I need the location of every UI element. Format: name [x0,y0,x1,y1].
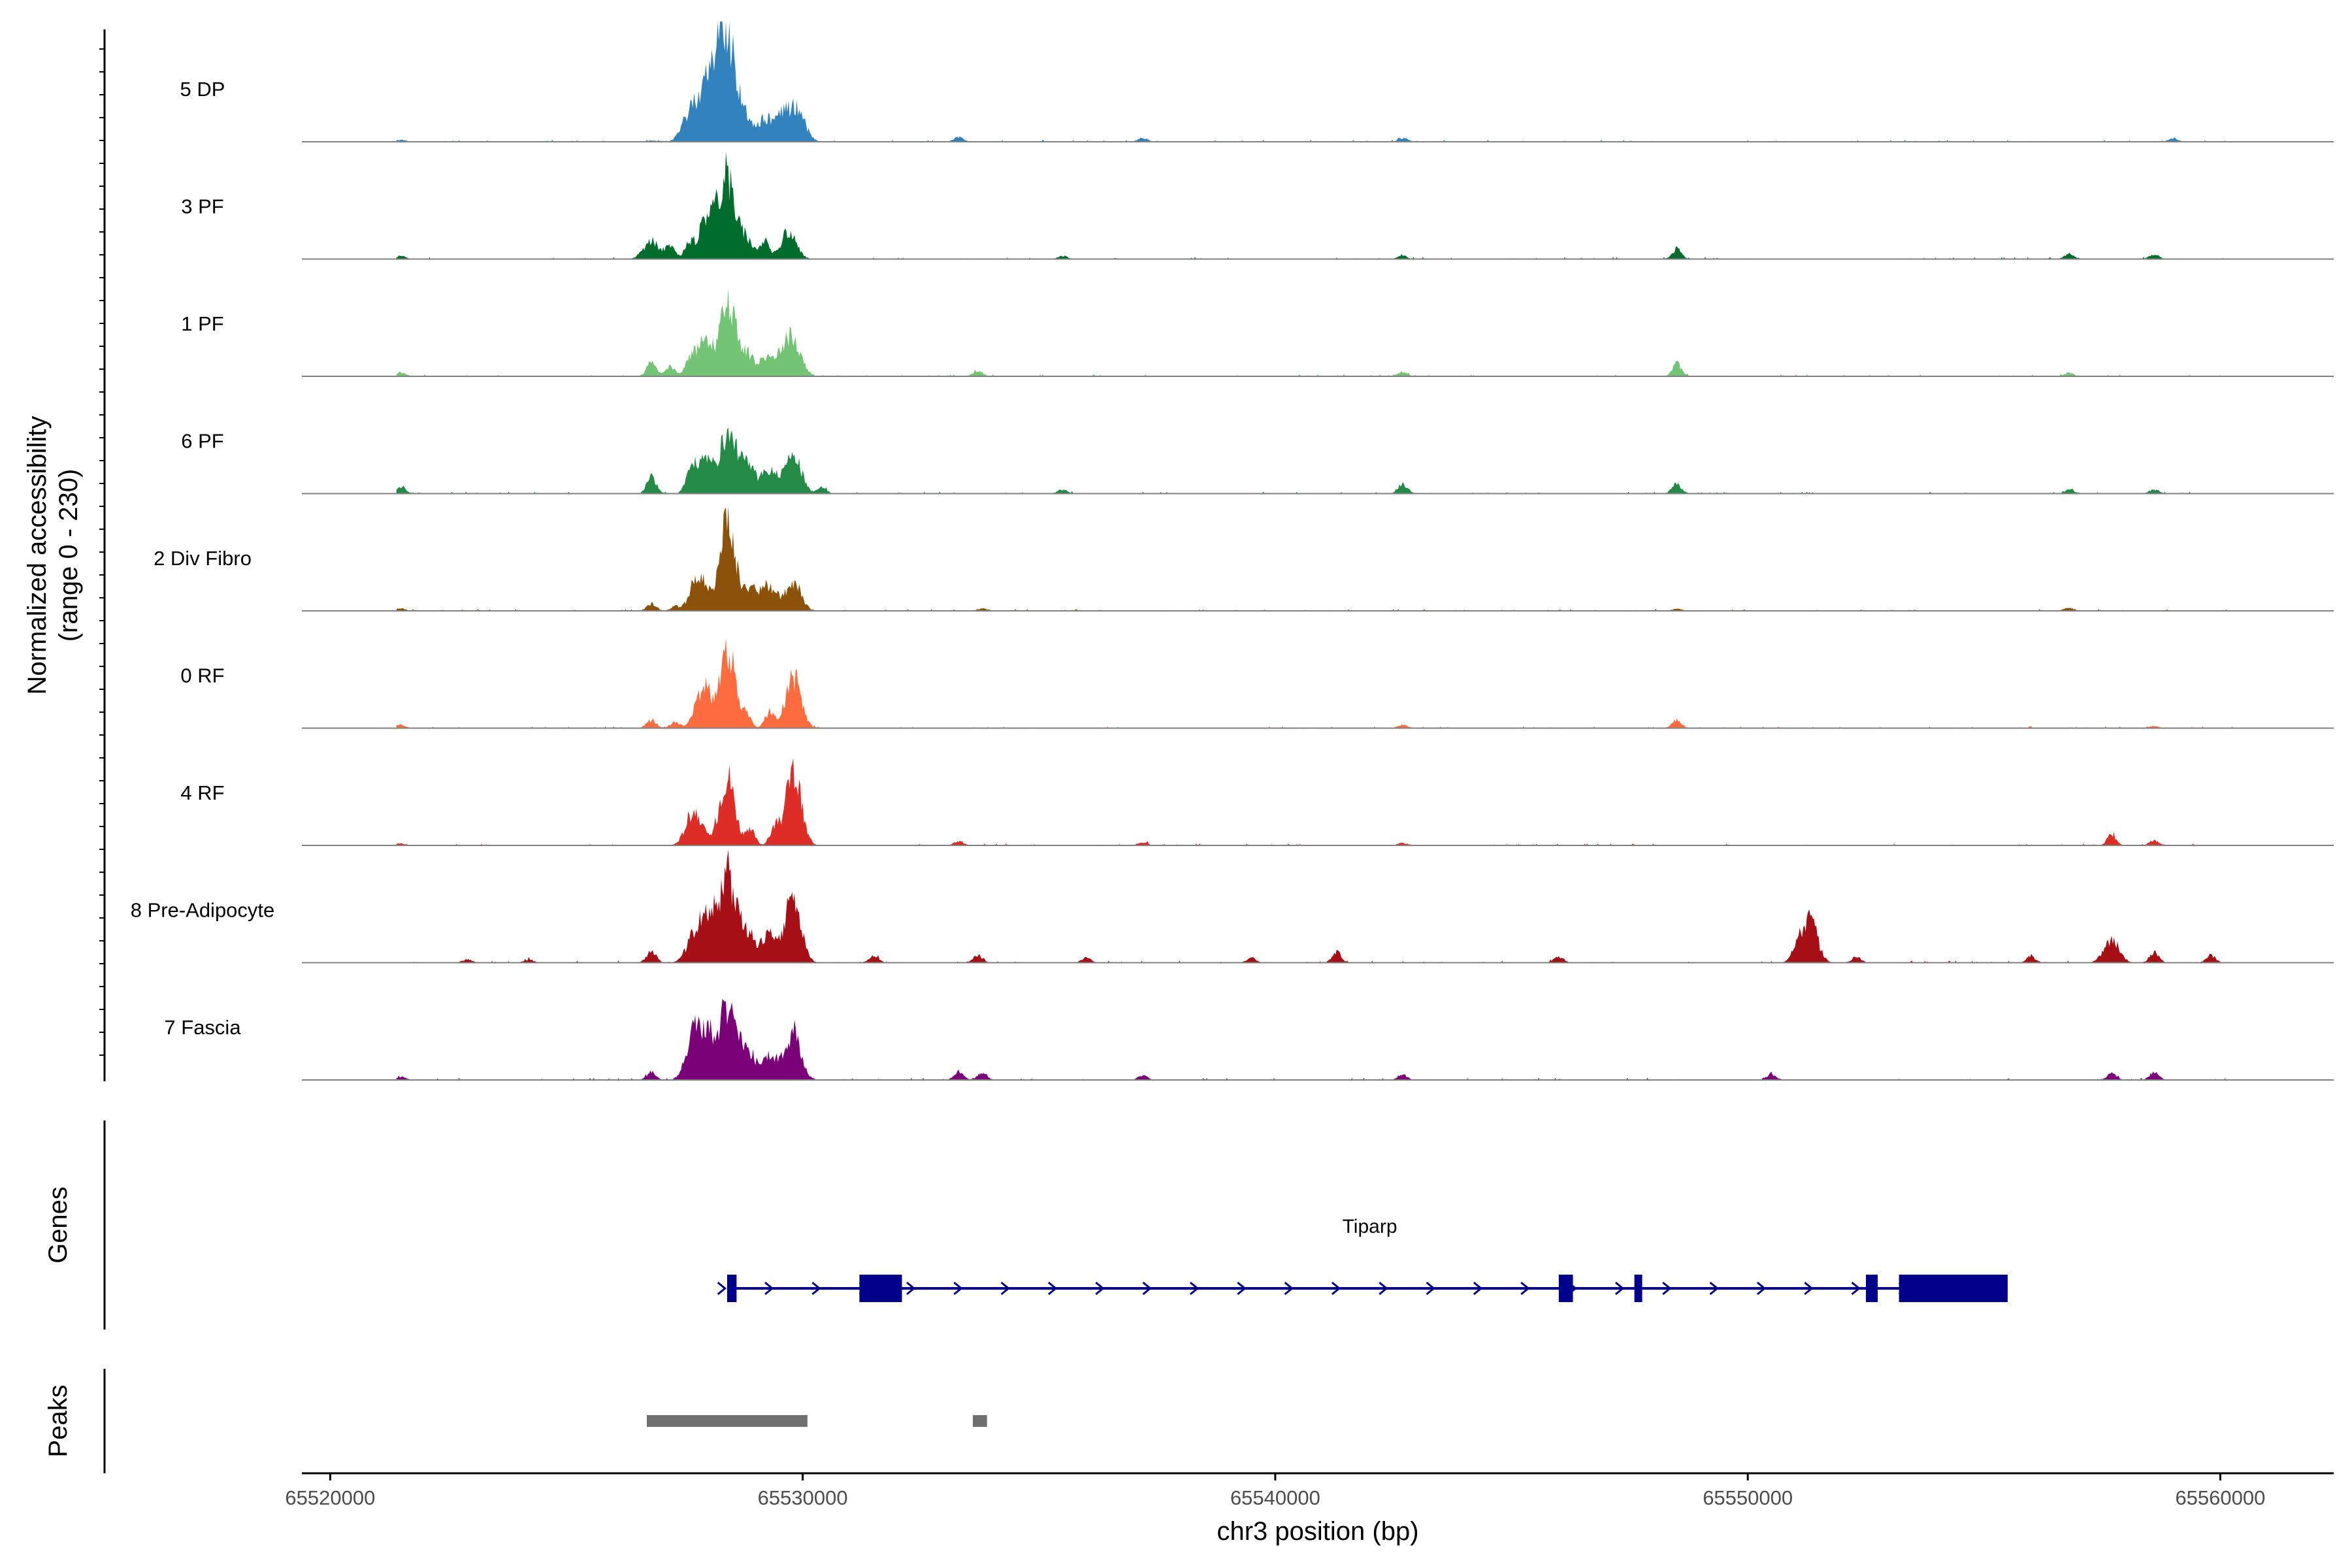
coverage-area [396,638,2240,728]
track-8-pre-adipocyte: 8 Pre-Adipocyte [131,849,2334,964]
y-axis-title-line1: Normalized accessibility [23,416,52,695]
strand-arrow [1614,1281,1625,1296]
coverage-area [396,152,2240,259]
x-tick-label: 65560000 [2175,1486,2265,1509]
track-label: 4 RF [180,781,224,804]
strand-arrow [1804,1281,1814,1296]
strand-arrow [717,1281,727,1296]
x-tick-label: 65550000 [1703,1486,1793,1509]
peaks-panel-title: Peaks [44,1384,73,1457]
coverage-tracks: 5 DP 3 PF 1 PF 6 PF 2 Div Fibro 0 RF 4 RF 8 Pre… [131,22,2334,1081]
strand-arrow [1709,1281,1719,1296]
y-axis-title-line2: (range 0 - 230) [54,469,83,642]
track-label: 5 DP [180,78,225,101]
gene-exon [1899,1275,2008,1302]
track-label: 0 RF [180,664,224,687]
coverage-area [396,758,2240,845]
track-label: 2 Div Fibro [154,547,252,570]
strand-arrow [764,1281,774,1296]
track-label: 3 PF [181,195,223,218]
track-label: 8 Pre-Adipocyte [131,899,275,922]
coverage-area [396,998,2240,1080]
strand-arrow [953,1281,963,1296]
strand-arrow [1662,1281,1672,1296]
strand-arrow [811,1281,821,1296]
track-1-pf: 1 PF [181,287,2334,377]
genes-panel-title: Genes [44,1186,73,1264]
x-axis-ticks: 65520000 65530000 65540000 65550000 65560000 [285,1473,2265,1509]
strand-arrow [1000,1281,1011,1296]
coverage-area [396,849,2240,963]
y-axis-ticks [99,48,105,1056]
track-label: 1 PF [181,312,223,335]
strand-arrow [1473,1281,1483,1296]
coverage-area [396,427,2240,494]
track-5-dp: 5 DP [180,22,2334,142]
gene-model [717,1275,2008,1302]
gene-exon [859,1275,902,1302]
gene-exon [1865,1275,1878,1302]
x-tick-label: 65530000 [758,1486,848,1509]
peak-region [646,1415,808,1427]
peak-regions [646,1415,987,1427]
strand-arrow [1756,1281,1767,1296]
strand-arrow [1190,1281,1200,1296]
strand-arrow [1379,1281,1388,1296]
strand-arrow [1851,1281,1861,1296]
coverage-area [396,287,2240,376]
strand-arrow [1095,1281,1105,1296]
strand-arrow [1237,1281,1247,1296]
track-label: 7 Fascia [164,1016,241,1039]
gene-exon [727,1275,737,1302]
gene-label: Tiparp [1343,1216,1397,1237]
track-2-div-fibro: 2 Div Fibro [154,505,2334,612]
strand-arrow [1048,1281,1058,1296]
track-6-pf: 6 PF [181,427,2334,495]
gene-exon [1634,1275,1642,1302]
strand-arrow [906,1281,916,1296]
strand-arrow [1284,1281,1294,1296]
strand-arrow [1142,1281,1152,1296]
strand-arrow [1331,1281,1341,1296]
x-tick-label: 65520000 [285,1486,375,1509]
track-7-fascia: 7 Fascia [164,998,2334,1081]
x-tick-label: 65540000 [1230,1486,1320,1509]
strand-arrow [1520,1281,1530,1296]
track-0-rf: 0 RF [180,638,2334,729]
x-axis-title: chr3 position (bp) [1217,1517,1418,1546]
gene-exon [1558,1275,1573,1302]
track-label: 6 PF [181,430,223,453]
peak-region [973,1415,987,1427]
strand-arrow [1426,1281,1435,1296]
track-4-rf: 4 RF [180,758,2334,846]
coverage-area [396,505,2240,611]
coverage-area [396,22,2240,142]
track-3-pf: 3 PF [181,152,2334,260]
